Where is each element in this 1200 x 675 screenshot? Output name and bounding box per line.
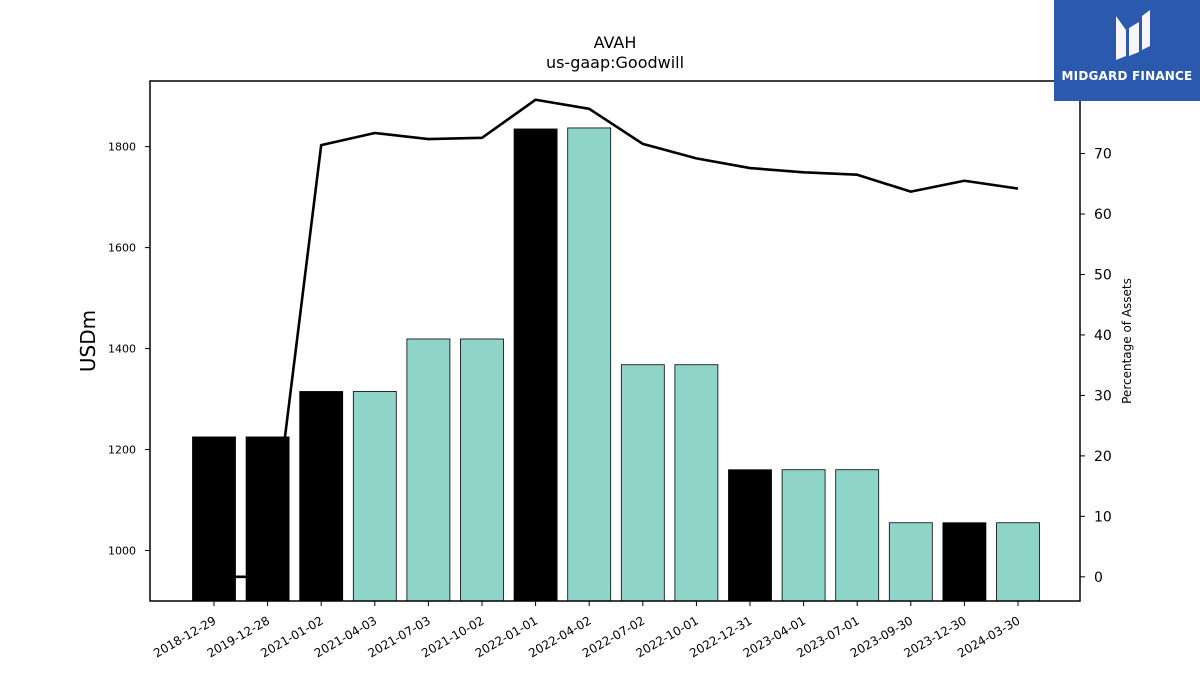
y2-tick-label: 40 bbox=[1094, 328, 1112, 344]
bar-2023-07-01 bbox=[835, 469, 880, 602]
bar-2021-01-02 bbox=[299, 391, 344, 602]
bar-2023-04-01 bbox=[781, 469, 826, 602]
y-tick-label: 1000 bbox=[108, 545, 136, 558]
y2-axis-label: Percentage of Assets bbox=[1120, 278, 1134, 404]
y2-tick-label: 20 bbox=[1094, 449, 1112, 465]
y2-tick-label: 70 bbox=[1094, 147, 1112, 163]
chart-subtitle: us-gaap:Goodwill bbox=[546, 53, 684, 72]
chart-title: AVAH bbox=[594, 33, 637, 52]
bar-2021-04-03 bbox=[352, 391, 397, 602]
percentage-line bbox=[214, 98, 1019, 579]
bars-layer bbox=[192, 127, 1040, 602]
bar-2018-12-29 bbox=[192, 436, 236, 602]
logo-text: MIDGARD FINANCE bbox=[1061, 69, 1193, 83]
bar-2022-01-01 bbox=[513, 128, 558, 602]
left-axis-ticks: 1000 1200 1400 1600 1800 bbox=[108, 141, 150, 558]
line-layer bbox=[213, 98, 1019, 579]
y2-tick-label: 50 bbox=[1094, 267, 1112, 283]
y-tick-label: 1400 bbox=[108, 343, 136, 356]
y-axis-label: USDm bbox=[76, 310, 100, 372]
right-axis-ticks: 01020304050607080 bbox=[1080, 86, 1112, 586]
bar-2024-03-30 bbox=[996, 522, 1040, 602]
x-axis-ticks: 2018-12-292019-12-282021-01-022021-04-03… bbox=[151, 601, 1023, 660]
bar-2022-10-01 bbox=[674, 364, 719, 602]
bar-2022-04-02 bbox=[567, 127, 612, 602]
y2-tick-label: 60 bbox=[1094, 207, 1112, 223]
y2-tick-label: 30 bbox=[1094, 388, 1112, 404]
y-tick-label: 1200 bbox=[108, 444, 136, 457]
bar-2021-10-02 bbox=[460, 338, 504, 602]
y-tick-label: 1600 bbox=[108, 242, 136, 255]
bar-2022-12-31 bbox=[728, 469, 772, 602]
bar-2021-07-03 bbox=[406, 338, 451, 602]
midgard-finance-logo: MIDGARD FINANCE bbox=[1054, 0, 1200, 101]
bar-2023-09-30 bbox=[888, 522, 933, 602]
y2-tick-label: 10 bbox=[1094, 509, 1112, 525]
logo-mark-icon bbox=[1116, 10, 1150, 60]
bar-2022-07-02 bbox=[620, 364, 665, 602]
plot-frame bbox=[149, 80, 1081, 602]
bar-2023-12-30 bbox=[942, 522, 987, 602]
y2-tick-label: 0 bbox=[1094, 570, 1103, 586]
y-tick-label: 1800 bbox=[108, 141, 136, 154]
